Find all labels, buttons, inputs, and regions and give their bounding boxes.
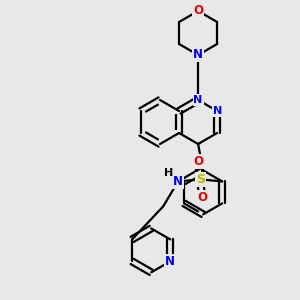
Text: N: N <box>212 106 222 116</box>
Text: N: N <box>193 49 203 62</box>
Text: N: N <box>173 175 183 188</box>
Text: S: S <box>196 173 205 186</box>
Text: N: N <box>194 95 203 105</box>
Text: H: H <box>164 168 173 178</box>
Text: O: O <box>197 191 207 204</box>
Text: N: N <box>165 255 175 268</box>
Text: O: O <box>193 4 203 17</box>
Text: O: O <box>193 155 203 168</box>
